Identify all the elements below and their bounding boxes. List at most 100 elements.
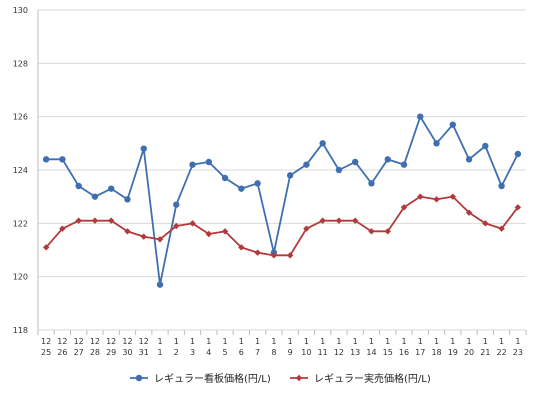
x-tick-label-month: 1 <box>239 337 244 346</box>
x-tick-label-day: 16 <box>399 348 409 357</box>
data-point <box>124 228 131 235</box>
series-2 <box>42 193 522 259</box>
x-tick-label-month: 1 <box>320 337 325 346</box>
data-point <box>124 196 131 203</box>
legend-marker-swatch <box>295 374 303 382</box>
data-point <box>400 204 408 211</box>
data-point <box>368 180 375 187</box>
data-point <box>465 156 473 163</box>
y-tick-label: 118 <box>13 326 28 335</box>
x-tick-label-month: 12 <box>41 337 51 346</box>
gridlines <box>38 9 526 331</box>
data-point <box>221 228 229 235</box>
x-tick-label-day: 28 <box>90 348 100 357</box>
x-tick-label-month: 1 <box>304 337 309 346</box>
data-point <box>205 230 212 238</box>
data-point <box>75 182 82 190</box>
x-tick-label-day: 1 <box>157 348 162 357</box>
data-point <box>417 193 424 200</box>
data-point <box>140 233 147 240</box>
data-point <box>156 281 164 288</box>
x-tick-label-day: 26 <box>57 348 67 357</box>
data-point <box>238 185 245 192</box>
x-tick-label-day: 22 <box>497 348 507 357</box>
x-tick-label-day: 23 <box>513 348 523 357</box>
data-point <box>91 193 99 200</box>
x-tick-label-day: 29 <box>106 348 116 357</box>
x-tick-label-month: 12 <box>74 337 84 346</box>
x-tick-label-day: 31 <box>139 348 149 357</box>
data-point <box>140 145 147 152</box>
data-point <box>482 220 489 227</box>
x-tick-label-day: 20 <box>464 348 474 357</box>
x-tick-label-month: 1 <box>467 337 472 346</box>
x-tick-label-month: 1 <box>401 337 406 346</box>
y-tick-label: 130 <box>13 6 28 15</box>
x-tick-label-day: 18 <box>431 348 441 357</box>
data-point <box>91 217 99 224</box>
series-1 <box>42 113 522 288</box>
legend-marker-swatch <box>135 374 143 382</box>
data-point <box>59 225 66 232</box>
data-point <box>286 252 294 259</box>
data-point <box>108 217 115 224</box>
data-point <box>352 217 359 224</box>
x-tick-label-month: 1 <box>369 337 374 346</box>
x-tick-label-month: 1 <box>483 337 488 346</box>
data-point <box>498 182 505 190</box>
series-2-line <box>45 195 519 257</box>
data-point <box>108 185 115 192</box>
data-point <box>156 236 164 243</box>
x-tick-label-day: 27 <box>74 348 84 357</box>
data-point <box>173 201 180 208</box>
x-tick-label-day: 4 <box>206 348 211 357</box>
x-tick-label-month: 1 <box>434 337 439 346</box>
x-tick-label-month: 1 <box>157 337 162 346</box>
data-point <box>514 150 522 158</box>
y-tick-label: 122 <box>13 219 28 228</box>
data-point <box>384 156 391 163</box>
x-tick-label-month: 1 <box>450 337 455 346</box>
data-point <box>319 140 326 147</box>
x-tick-label-month: 1 <box>418 337 423 346</box>
data-point <box>352 158 359 166</box>
x-tick-label-day: 17 <box>415 348 425 357</box>
data-point <box>335 166 343 174</box>
data-point <box>384 228 391 235</box>
x-tick-label-day: 2 <box>174 348 179 357</box>
axes: 1181201221241261281301225122612271228122… <box>13 6 527 357</box>
x-tick-label-day: 11 <box>318 348 328 357</box>
x-tick-label-day: 30 <box>122 348 132 357</box>
x-tick-label-month: 1 <box>271 337 276 346</box>
x-tick-label-day: 19 <box>448 348 458 357</box>
x-tick-label-day: 5 <box>223 348 228 357</box>
x-tick-label-day: 8 <box>271 348 276 357</box>
legend-label: レギュラー看板価格(円/L) <box>154 372 271 385</box>
y-tick-label: 124 <box>13 166 28 175</box>
y-tick-label: 120 <box>13 273 28 282</box>
data-point <box>59 156 66 163</box>
legend: レギュラー看板価格(円/L) レギュラー実売価格(円/L) <box>130 372 431 385</box>
data-point <box>368 228 375 235</box>
x-tick-label-month: 1 <box>336 337 341 346</box>
y-tick-label: 128 <box>13 59 28 68</box>
data-point <box>42 244 50 251</box>
x-tick-label-month: 1 <box>174 337 179 346</box>
data-point <box>189 161 196 168</box>
data-point <box>319 217 326 224</box>
x-tick-label-day: 12 <box>334 348 344 357</box>
data-point <box>417 113 424 120</box>
x-tick-label-month: 1 <box>288 337 293 346</box>
x-tick-label-month: 12 <box>139 337 149 346</box>
x-tick-label-month: 1 <box>353 337 358 346</box>
x-tick-label-month: 1 <box>515 337 520 346</box>
data-point <box>238 244 245 251</box>
x-tick-label-day: 7 <box>255 348 260 357</box>
x-tick-label-day: 21 <box>480 348 490 357</box>
x-tick-label-day: 3 <box>190 348 195 357</box>
data-point <box>449 121 456 128</box>
series-group <box>42 113 522 288</box>
x-tick-label-month: 1 <box>206 337 211 346</box>
x-tick-label-month: 1 <box>190 337 195 346</box>
x-tick-label-month: 1 <box>499 337 504 346</box>
